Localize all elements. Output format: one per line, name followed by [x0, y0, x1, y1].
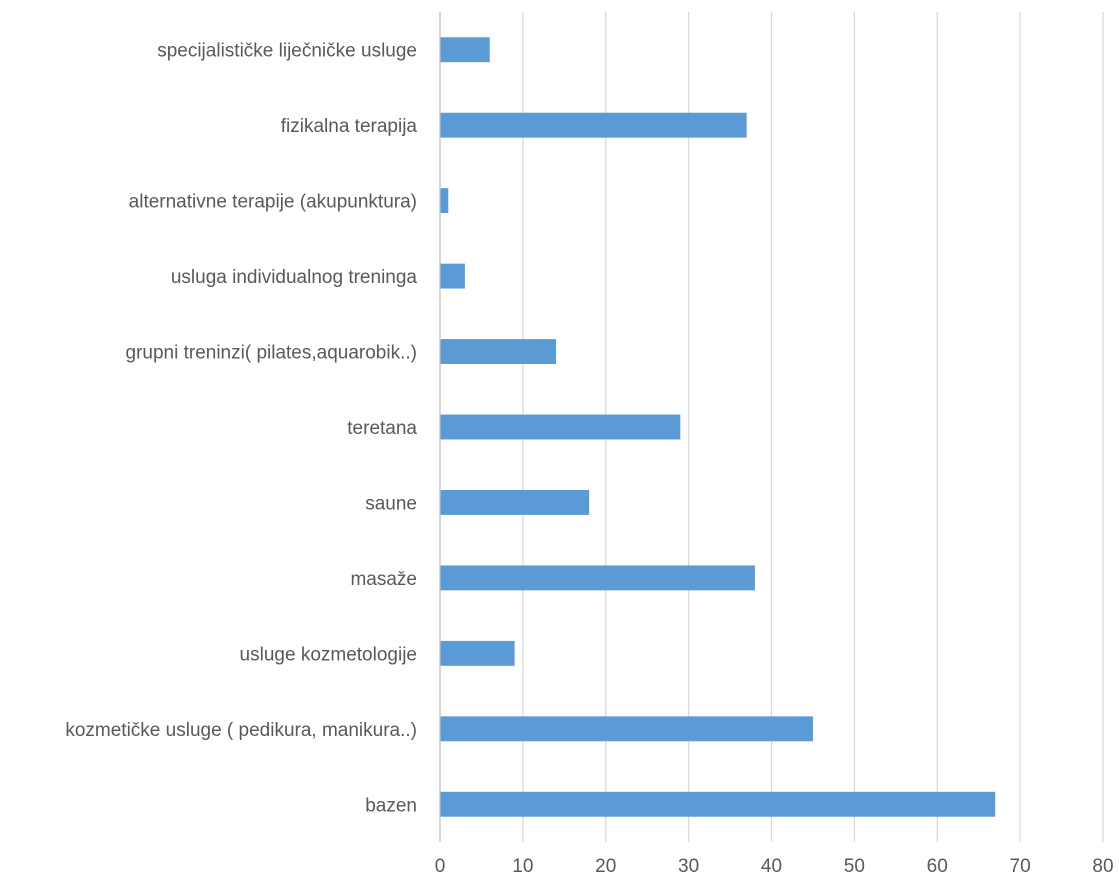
- x-tick-label: 20: [595, 856, 616, 877]
- bar: [440, 112, 747, 138]
- category-label: saune: [365, 493, 417, 514]
- x-tick-label: 0: [435, 856, 446, 877]
- category-label: usluge kozmetologije: [240, 644, 417, 665]
- bar: [440, 565, 755, 591]
- x-tick-label: 60: [927, 856, 948, 877]
- category-label: usluga individualnog treninga: [171, 267, 418, 288]
- category-label: fizikalna terapija: [281, 116, 418, 137]
- category-label: masaže: [350, 569, 417, 590]
- bar: [440, 37, 490, 63]
- x-tick-label: 70: [1010, 856, 1031, 877]
- category-labels: specijalističke liječničke usluge fizikal…: [65, 41, 417, 817]
- bar: [440, 188, 449, 214]
- bar: [440, 339, 557, 364]
- category-label: bazen: [365, 795, 417, 816]
- x-tick-label: 40: [761, 856, 782, 877]
- value-axis: 0 10 20 30 40 50 60 70 80: [435, 12, 1114, 877]
- x-tick-label: 50: [844, 856, 865, 877]
- x-tick-label: 10: [512, 856, 533, 877]
- bars: [440, 37, 996, 817]
- category-label: grupni treninzi( pilates,aquarobik..): [126, 343, 418, 364]
- category-label: teretana: [347, 418, 417, 439]
- x-tick-label: 30: [678, 856, 699, 877]
- category-label: alternativne terapije (akupunktura): [129, 192, 417, 213]
- category-label: specijalističke liječničke usluge: [157, 41, 417, 62]
- x-tick-label: 80: [1092, 856, 1113, 877]
- bar: [440, 640, 515, 666]
- bar: [440, 791, 996, 817]
- bar: [440, 716, 813, 742]
- bar: [440, 414, 681, 440]
- category-label: kozmetičke usluge ( pedikura, manikura..…: [65, 720, 417, 741]
- bar: [440, 263, 465, 289]
- bar: [440, 490, 590, 515]
- gridlines: [522, 12, 1104, 842]
